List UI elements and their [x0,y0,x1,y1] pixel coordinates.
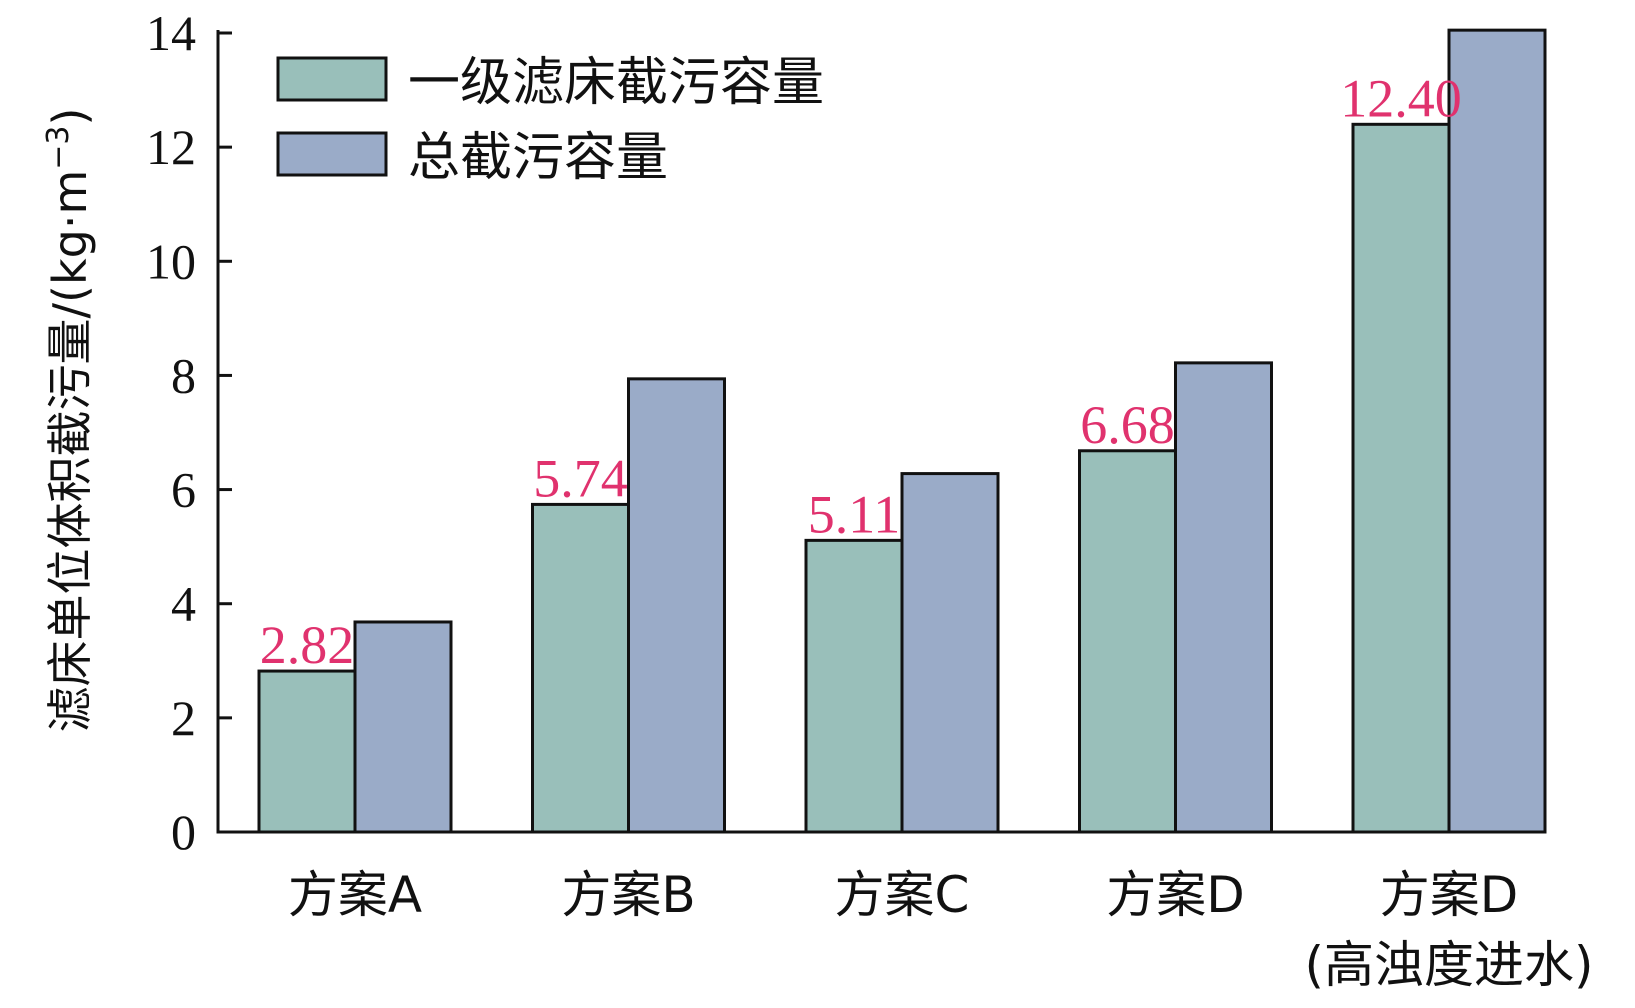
bar-primary-filter-5 [1351,122,1451,834]
y-tick-label-12: 12 [146,119,196,175]
y-tick-label-0: 0 [171,804,196,860]
bar-primary-filter-3 [804,538,904,834]
y-tick-label-4: 4 [171,576,196,632]
data-label-1: 2.82 [260,615,355,675]
y-tick-label-14: 14 [146,5,196,61]
x-category-sublabel-5: (高浊度进水) [1304,936,1593,994]
y-tick-label-10: 10 [146,233,196,289]
bar-total-3 [900,472,1000,834]
legend-label-total: 总截污容量 [408,128,668,188]
y-axis-label-superscript: −3 [41,126,76,170]
x-category-label-5: 方案D [1380,866,1519,924]
x-category-labels: 方案A 方案B 方案C 方案D 方案D (高浊度进水) [288,866,1594,994]
data-label-2: 5.74 [533,448,628,508]
x-category-label-3: 方案C [835,866,970,924]
x-category-label-4: 方案D [1106,866,1245,924]
y-tick-label-6: 6 [171,462,196,518]
y-axis-label-main: 滤床单位体积截污量/(kg·m [43,170,97,733]
bar-total-4 [1174,361,1273,834]
data-label-4: 6.68 [1080,395,1175,455]
x-category-label-2: 方案B [561,866,695,924]
y-tick-label-2: 2 [171,690,196,746]
legend-swatch-primary-filter [276,56,388,102]
legend: 一级滤床截污容量 总截污容量 [276,53,824,188]
y-axis-label: 滤床单位体积截污量/(kg·m−3) [41,108,97,733]
legend-label-primary-filter: 一级滤床截污容量 [408,53,824,113]
bars [257,28,1547,834]
bar-total-5 [1447,28,1547,834]
data-label-5: 12.40 [1340,68,1462,128]
y-tick-label-8: 8 [171,347,196,403]
data-labels: 2.82 5.74 5.11 6.68 12.40 [260,68,1462,675]
legend-swatch-total [276,131,388,177]
axes: 0 2 4 6 8 10 12 14 [146,5,1545,860]
bar-primary-filter-4 [1078,449,1177,834]
bar-total-1 [353,620,453,834]
bar-primary-filter-2 [531,502,630,834]
bar-primary-filter-1 [257,669,357,834]
y-axis-label-close: ) [43,108,97,126]
bar-total-2 [627,377,726,834]
data-label-3: 5.11 [808,484,901,544]
x-category-label-1: 方案A [288,866,422,924]
